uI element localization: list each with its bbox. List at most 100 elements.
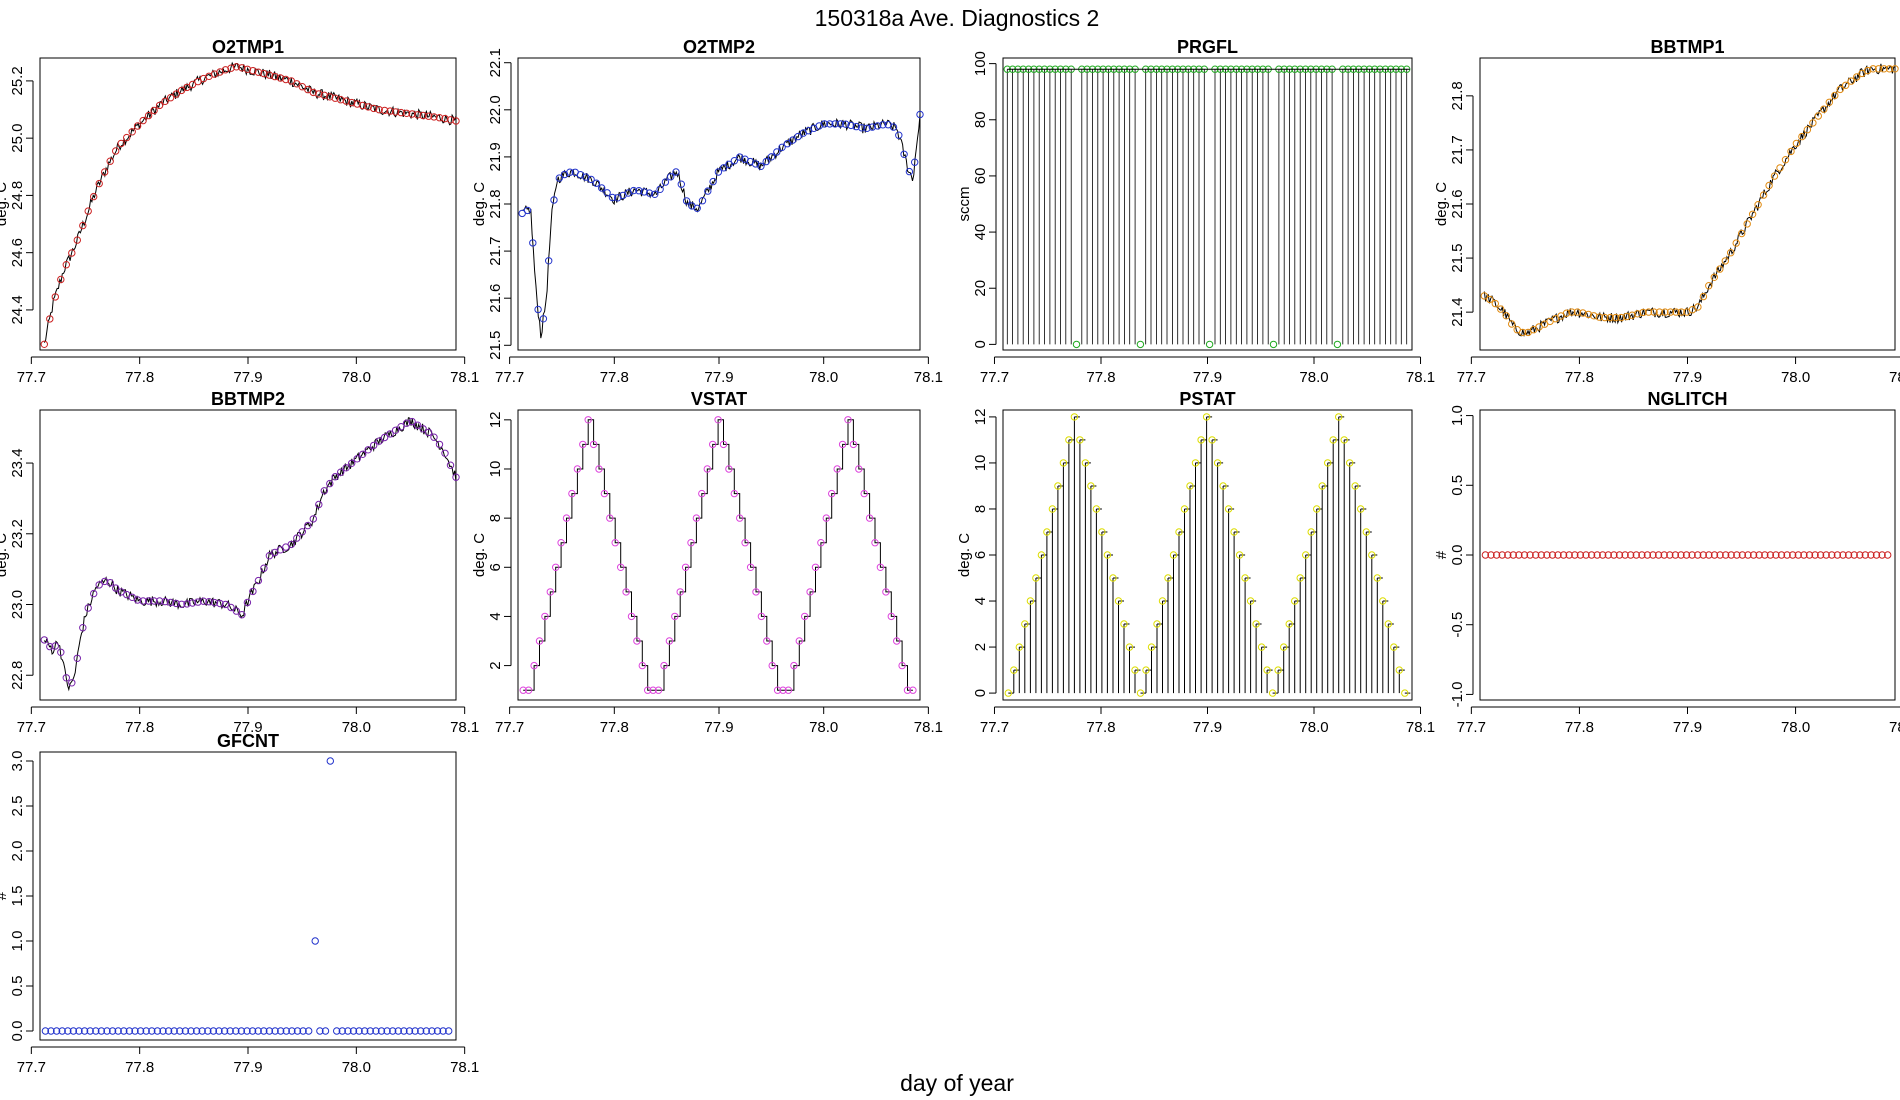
x-tick-label: 77.7 bbox=[1457, 719, 1486, 736]
data-point bbox=[304, 521, 312, 530]
data-point bbox=[1379, 597, 1387, 605]
data-point bbox=[589, 440, 598, 449]
data-point bbox=[170, 1027, 178, 1035]
data-point bbox=[893, 637, 901, 645]
x-tick-label: 77.7 bbox=[495, 369, 524, 386]
data-point bbox=[125, 1027, 134, 1035]
x-axis-label: day of year bbox=[900, 1070, 1014, 1096]
y-axis: 0 2 4 6 8 10 12 bbox=[972, 409, 997, 697]
data-point bbox=[1498, 551, 1506, 559]
data-point bbox=[909, 686, 917, 694]
data-point bbox=[452, 473, 460, 481]
y-tick-label: 20 bbox=[972, 280, 989, 297]
data-point bbox=[534, 305, 542, 314]
data-point bbox=[1573, 308, 1582, 316]
data-point bbox=[386, 107, 394, 115]
data-point bbox=[801, 612, 809, 621]
data-point bbox=[419, 425, 427, 433]
panel-title: BBTMP2 bbox=[211, 389, 285, 409]
data-point bbox=[1671, 551, 1680, 559]
data-point bbox=[333, 1027, 341, 1035]
data-point bbox=[411, 1027, 419, 1035]
x-axis: 77.7 77.8 77.9 78.0 78.1 bbox=[980, 706, 1435, 736]
data-point bbox=[439, 1027, 447, 1035]
panel-bbtmp1: BBTMP1 deg. C 77.7 77.8 77.9 78.0 78.1 21.4 21.5… bbox=[1433, 37, 1900, 386]
y-tick-label: 21.5 bbox=[487, 331, 504, 360]
data-point bbox=[1384, 620, 1393, 628]
y-axis: 24.4 24.6 24.8 25.0 25.2 bbox=[9, 66, 34, 325]
data-point bbox=[1092, 505, 1101, 513]
data-point bbox=[1213, 459, 1222, 467]
plot-frame bbox=[517, 409, 921, 701]
data-point bbox=[1021, 620, 1029, 628]
data-point bbox=[1867, 551, 1875, 559]
y-axis-label: deg. C bbox=[471, 182, 488, 226]
data-point bbox=[380, 106, 389, 115]
data-point bbox=[1869, 65, 1877, 73]
data-point bbox=[1252, 620, 1260, 628]
x-tick-label: 77.8 bbox=[125, 1059, 154, 1076]
data-point bbox=[112, 147, 120, 155]
data-point bbox=[1738, 229, 1746, 238]
data-point bbox=[227, 603, 235, 612]
data-point bbox=[1839, 551, 1847, 559]
data-point bbox=[676, 588, 684, 596]
data-point bbox=[64, 1027, 72, 1035]
y-tick-label: -1.0 bbox=[1449, 681, 1466, 707]
data-point bbox=[667, 173, 675, 181]
data-point bbox=[1825, 98, 1834, 107]
data-point bbox=[654, 686, 663, 694]
data-point bbox=[254, 1027, 262, 1035]
data-point bbox=[1759, 191, 1768, 199]
data-point bbox=[1492, 551, 1501, 559]
series-line bbox=[43, 417, 457, 692]
y-tick-label: 8 bbox=[972, 505, 989, 513]
data-point bbox=[194, 77, 202, 86]
data-point bbox=[95, 581, 103, 589]
data-point bbox=[529, 239, 537, 247]
data-point bbox=[142, 1027, 150, 1035]
y-tick-label: 0.0 bbox=[1449, 545, 1466, 566]
data-point bbox=[254, 68, 263, 76]
data-point bbox=[79, 221, 87, 230]
data-point bbox=[656, 185, 664, 194]
data-point bbox=[1772, 551, 1780, 559]
data-point bbox=[428, 1027, 436, 1035]
y-tick-label: 6 bbox=[972, 551, 989, 559]
data-point bbox=[370, 104, 378, 113]
data-point bbox=[441, 114, 449, 123]
y-tick-label: 2 bbox=[972, 643, 989, 651]
data-point bbox=[106, 579, 114, 587]
data-point bbox=[1072, 340, 1081, 349]
data-marks bbox=[1480, 63, 1899, 338]
data-point bbox=[1789, 551, 1797, 559]
data-point bbox=[342, 464, 350, 472]
data-point bbox=[1705, 282, 1713, 290]
data-point bbox=[287, 77, 295, 85]
data-point bbox=[1340, 436, 1348, 444]
x-tick-label: 77.9 bbox=[1193, 369, 1222, 386]
data-point bbox=[364, 446, 372, 454]
data-point bbox=[293, 80, 301, 88]
data-point bbox=[389, 1027, 397, 1035]
data-point bbox=[692, 514, 701, 522]
series-line bbox=[522, 114, 921, 339]
data-point bbox=[133, 122, 142, 130]
data-point bbox=[1351, 482, 1359, 490]
y-tick-label: -0.5 bbox=[1449, 612, 1466, 638]
data-point bbox=[446, 461, 455, 469]
data-point bbox=[638, 661, 646, 670]
data-point bbox=[1015, 643, 1023, 651]
panel-gfcnt: GFCNT #77.7 77.8 77.9 78.0 78.1 0.0 0.5 1.0 1.5 2.… bbox=[0, 731, 479, 1076]
data-point bbox=[778, 143, 786, 152]
data-point bbox=[640, 188, 648, 196]
data-point bbox=[419, 111, 427, 120]
panel-nglitch: NGLITCH #77.7 77.8 77.9 78.0 78.1 -1.0 -0.5 0.0 0… bbox=[1433, 389, 1900, 736]
data-point bbox=[1526, 551, 1534, 559]
y-tick-label: 3.0 bbox=[9, 751, 26, 772]
data-point bbox=[265, 1027, 274, 1035]
data-point bbox=[1856, 551, 1864, 559]
plot-frame bbox=[1479, 409, 1896, 701]
data-point bbox=[46, 315, 54, 323]
x-tick-label: 77.7 bbox=[980, 719, 1009, 736]
